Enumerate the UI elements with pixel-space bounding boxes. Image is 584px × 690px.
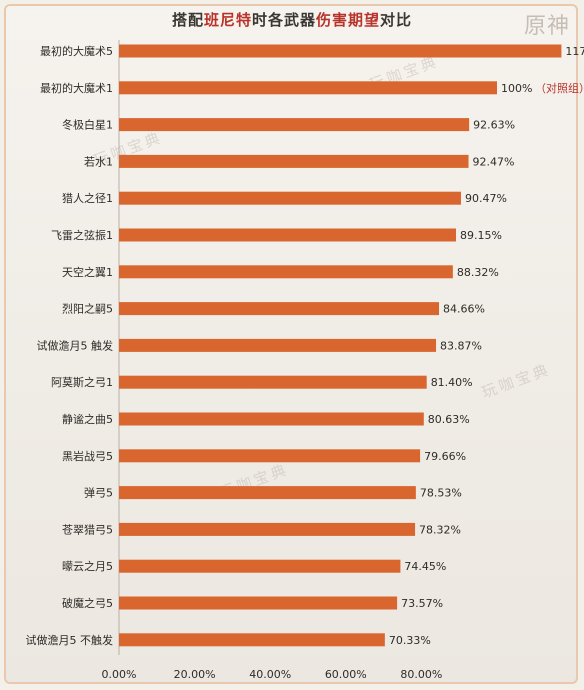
category-label: 试做澹月5 触发: [37, 338, 114, 352]
bar: [119, 375, 427, 389]
bar: [119, 81, 497, 95]
category-label: 猎人之径1: [62, 191, 113, 205]
value-label: 90.47%: [465, 192, 507, 205]
bar: [119, 559, 401, 573]
bar: [119, 449, 421, 463]
category-label: 最初的大魔术1: [40, 81, 113, 95]
value-label: 81.40%: [431, 376, 473, 389]
value-label: 80.63%: [428, 413, 470, 426]
bar: [119, 522, 416, 536]
category-label: 试做澹月5 不触发: [26, 633, 114, 647]
category-label: 曚云之月5: [62, 559, 113, 573]
x-tick-label: 80.00%: [400, 668, 442, 681]
bar: [119, 338, 437, 352]
bar: [119, 154, 469, 168]
category-label: 烈阳之嗣5: [62, 302, 113, 316]
category-label: 静谧之曲5: [62, 412, 113, 426]
bar: [119, 412, 424, 426]
value-label: 88.32%: [457, 266, 499, 279]
bar: [119, 633, 385, 647]
bar: [119, 486, 416, 500]
value-label: 78.32%: [419, 523, 461, 536]
category-label: 天空之翼1: [62, 265, 113, 279]
value-label: 92.63%: [473, 119, 515, 132]
value-label: 79.66%: [424, 450, 466, 463]
game-logo: 原神: [523, 14, 570, 39]
bar: [119, 265, 453, 279]
value-label: 100%: [501, 82, 532, 95]
category-label: 弹弓5: [84, 486, 113, 500]
bar: [119, 191, 461, 205]
x-tick-label: 40.00%: [249, 668, 291, 681]
category-label: 最初的大魔术5: [40, 44, 113, 58]
category-label: 若水1: [84, 155, 113, 168]
category-label: 冬极白星1: [62, 118, 113, 132]
value-label: 92.47%: [473, 155, 515, 168]
value-label: 89.15%: [460, 229, 502, 242]
category-label: 阿莫斯之弓1: [51, 375, 113, 389]
bar: [119, 302, 440, 316]
value-label: 70.33%: [389, 634, 431, 647]
bar: [119, 44, 562, 58]
value-label: 73.57%: [401, 597, 443, 610]
bar: [119, 118, 470, 132]
bar: [119, 596, 398, 610]
value-label: 74.45%: [404, 560, 446, 573]
x-tick-label: 20.00%: [174, 668, 216, 681]
annotation-label: （对照组）: [535, 81, 584, 95]
value-label: 84.66%: [443, 303, 485, 316]
category-label: 苍翠猎弓5: [62, 522, 113, 536]
category-label: 黑岩战弓5: [62, 449, 113, 463]
bar: [119, 228, 456, 242]
category-label: 破魔之弓5: [62, 596, 113, 610]
x-tick-label: 60.00%: [325, 668, 367, 681]
x-tick-label: 0.00%: [102, 668, 137, 681]
value-label: 78.53%: [420, 487, 462, 500]
value-label: 83.87%: [440, 339, 482, 352]
category-label: 飞雷之弦振1: [51, 228, 113, 242]
chart-title: 搭配班尼特时各武器伤害期望对比: [171, 11, 413, 29]
value-label: 117.04%: [565, 45, 584, 58]
